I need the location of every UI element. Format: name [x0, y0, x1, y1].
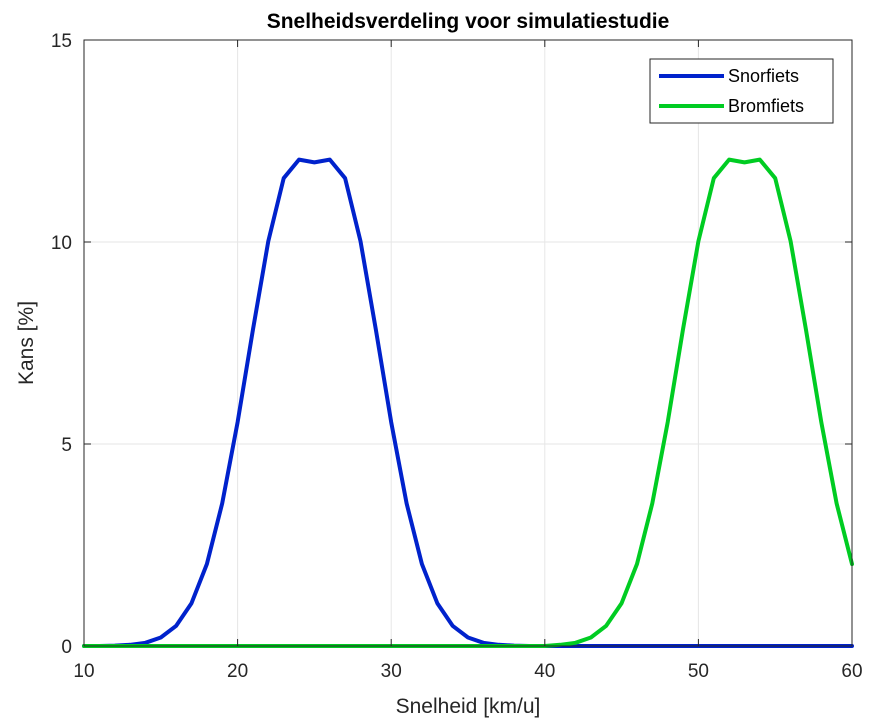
- axes-box: [83, 39, 853, 647]
- chart-title: Snelheidsverdeling voor simulatiestudie: [267, 10, 670, 33]
- x-tick-label: 10: [73, 661, 94, 682]
- y-tick-label: 15: [51, 31, 72, 52]
- x-axis-label: Snelheid [km/u]: [396, 695, 541, 718]
- legend-box: [649, 58, 834, 124]
- y-tick-label: 5: [61, 435, 72, 456]
- y-axis-label: Kans [%]: [15, 301, 38, 385]
- x-tick-label: 30: [381, 661, 402, 682]
- y-tick-label: 0: [61, 637, 72, 658]
- legend-label-bromfiets: Bromfiets: [728, 96, 804, 116]
- x-tick-label: 20: [227, 661, 248, 682]
- grid: [84, 40, 852, 646]
- x-tick-label: 40: [534, 661, 555, 682]
- x-tick-label: 60: [841, 661, 862, 682]
- y-tick-label: 10: [51, 233, 72, 254]
- legend: Snorfiets Bromfiets: [649, 58, 834, 124]
- axis-ticks: 10 20 30 40 50 60 0 5 10 15: [51, 31, 863, 682]
- x-tick-label: 50: [688, 661, 709, 682]
- legend-label-snorfiets: Snorfiets: [728, 66, 799, 86]
